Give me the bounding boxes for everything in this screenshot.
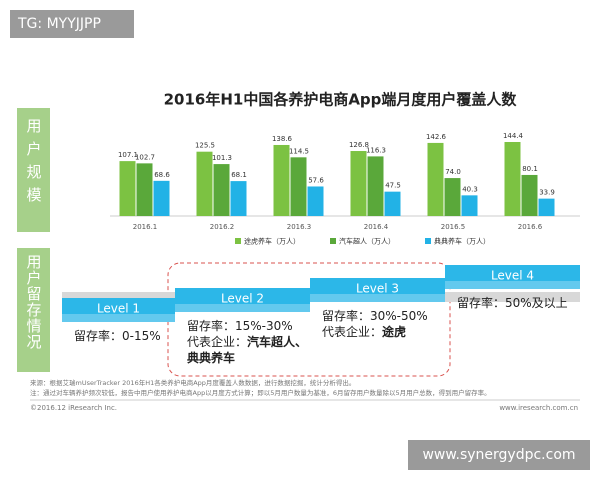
site: www.iresearch.com.cn [499,404,578,412]
value-label: 107.1 [118,151,138,159]
value-label: 138.6 [272,135,293,143]
value-label: 80.1 [522,165,538,173]
legend-label: 典典养车（万人） [434,237,490,246]
bar [273,144,290,216]
x-tick-label: 2016.6 [518,223,543,231]
x-tick-label: 2016.1 [133,223,158,231]
bar [153,180,170,216]
legend-swatch [235,238,241,244]
level-text: 典典养车 [187,350,235,365]
x-tick-label: 2016.2 [210,223,235,231]
level-text-part: 留存率：0-15% [74,328,161,343]
value-label: 68.1 [231,171,247,179]
legend-label: 汽车超人（万人） [339,237,395,246]
bar [307,186,324,216]
level-bar-shade [175,304,310,312]
value-label: 68.6 [154,171,170,179]
legend-swatch [330,238,336,244]
side-label: 用户留存情况 [25,254,43,350]
level-text-part: 留存率：15%-30% [187,318,293,333]
level-text-part: 留存率：50%及以上 [457,295,568,310]
bar [461,195,478,216]
bar [350,151,367,216]
value-label: 144.4 [503,132,524,140]
bar [384,191,401,216]
level-text-part: 汽车超人、 [247,334,307,349]
level-bar-shade [62,314,175,322]
x-tick-label: 2016.5 [441,223,466,231]
level-label: Level 4 [491,269,534,283]
value-label: 47.5 [385,182,401,190]
level-text-part: 典典养车 [187,350,235,365]
value-label: 126.8 [349,141,369,149]
legend-swatch [425,238,431,244]
level-text-part: 途虎 [382,324,406,339]
value-label: 125.5 [195,142,215,150]
level-label: Level 3 [356,282,399,296]
level-text: 留存率：30%-50% [322,308,428,323]
highlight-frame [167,262,451,377]
bar [521,174,538,216]
value-label: 142.6 [426,133,447,141]
value-label: 33.9 [539,189,555,197]
bar [504,142,521,216]
bar [213,164,230,216]
level-text: 留存率：50%及以上 [457,295,568,310]
level-text: 代表企业：汽车超人、 [187,334,307,349]
level-text-part: 留存率：30%-50% [322,308,428,323]
level-text-part: 代表企业： [322,324,382,339]
x-tick-label: 2016.4 [364,223,389,231]
value-label: 74.0 [445,168,461,176]
level-bar-shade [445,281,580,289]
value-label: 116.3 [366,146,386,154]
value-label: 40.3 [462,185,478,193]
site-watermark: www.synergydpc.com [422,447,575,463]
value-label: 57.6 [308,176,324,184]
bar [119,161,136,216]
bar [136,163,153,216]
level-label: Level 2 [221,292,264,306]
x-tick-label: 2016.3 [287,223,312,231]
level-label: Level 1 [97,302,140,316]
bar [367,156,384,216]
level-bar-shade [310,294,445,302]
copyright: ©2016.12 iResearch Inc. [30,404,117,412]
level-text: 留存率：0-15% [74,328,161,343]
bar [196,151,213,216]
side-label: 用户规模 [25,118,43,210]
site-watermark-box [408,440,590,470]
level-text: 留存率：15%-30% [187,318,293,333]
level-text-part: 代表企业： [187,334,247,349]
bar [444,178,461,216]
chart-title: 2016年H1中国各养护电商App端月度用户覆盖人数 [164,91,518,109]
side-label-box [17,108,50,232]
note: 注：通过对车辆养护频次较低，报告中用户使用养护电商App以月度方式计算；即以5月… [30,388,491,397]
source: 来源：根据艾瑞mUserTracker 2016年H1各类养护电商App月度覆盖… [30,378,355,387]
watermark: TG: MYYJJPP [17,16,101,32]
bar [538,198,555,216]
value-label: 102.7 [135,153,155,161]
legend-label: 途虎养车（万人） [244,237,300,246]
value-label: 101.3 [212,154,232,162]
level-text: 代表企业：途虎 [322,324,406,339]
value-label: 114.5 [289,147,309,155]
bar [230,181,247,216]
bar [290,157,307,216]
watermark-box [10,10,134,38]
side-label-box [17,248,50,372]
bar [427,142,444,216]
